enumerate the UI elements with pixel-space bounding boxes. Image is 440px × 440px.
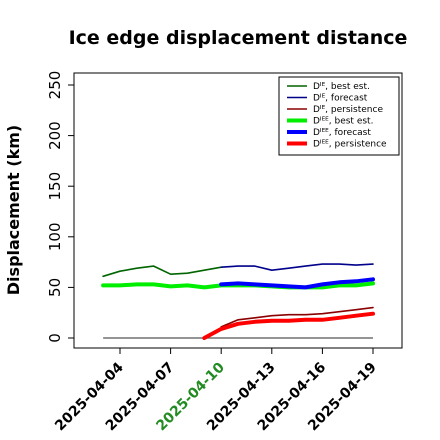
legend-label: Dᴵᴱᴱ, best est.: [313, 117, 373, 127]
y-axis-label: Displacement (km): [4, 125, 23, 295]
legend-label: Dᴵᴱᴱ, forecast: [313, 128, 371, 138]
series-line-6: [202, 311, 375, 340]
y-tick-label: 150: [46, 172, 64, 201]
legend-label: Dᴵᴱ, forecast: [313, 94, 368, 104]
series-line-2: [220, 263, 374, 272]
y-tick-label: 0: [46, 333, 64, 343]
y-tick-label: 200: [46, 121, 64, 150]
series-line-3: [220, 306, 374, 328]
x-axis: 2025-04-042025-04-072025-04-102025-04-13…: [52, 348, 380, 434]
legend-label: Dᴵᴱᴱ, persistence: [313, 140, 387, 150]
series-line-5: [219, 277, 375, 290]
y-tick-label: 100: [46, 222, 64, 251]
legend-label: Dᴵᴱ, best est.: [313, 82, 370, 92]
y-tick-label: 50: [46, 278, 64, 297]
legend-label: Dᴵᴱ, persistence: [313, 105, 383, 115]
chart-title: Ice edge displacement distance: [69, 27, 408, 49]
series-layer: [101, 263, 375, 340]
y-axis: 0 50 100 150 200 250: [46, 71, 75, 343]
series-line-1: [102, 265, 222, 278]
y-tick-label: 250: [46, 71, 64, 100]
